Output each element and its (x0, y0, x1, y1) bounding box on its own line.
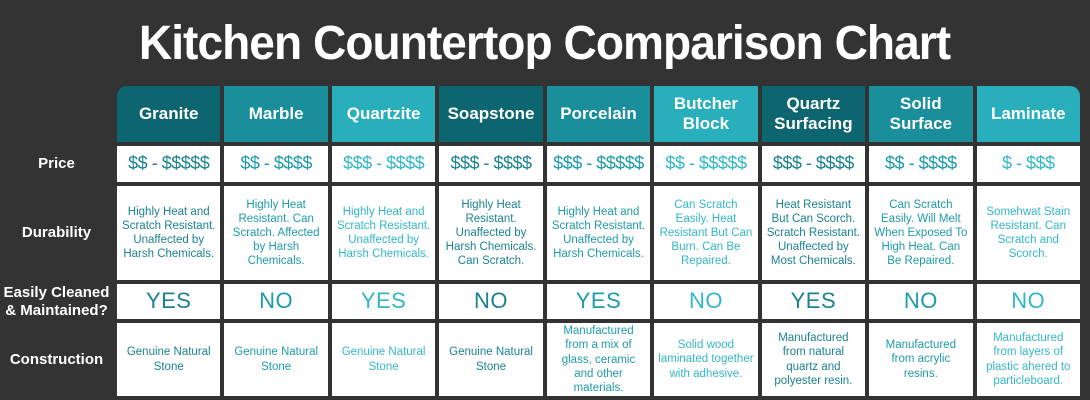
title-bar: Kitchen Countertop Comparison Chart (0, 0, 1090, 86)
cell-granite-price: $$ - $$$$$ (117, 146, 221, 182)
row-label-durability: Durability (21, 224, 92, 241)
cell-butcher-block-durability: Can Scratch Easily. Heat Resistant But C… (654, 186, 758, 280)
row-label-construction: Construction (9, 350, 104, 368)
column-header-laminate: Laminate (976, 86, 1080, 142)
cell-quartz-surfacing-construction: Manufactured from natural quartz and pol… (761, 323, 866, 396)
cell-quartz-surfacing-price: $$$ - $$$$ (761, 146, 866, 182)
column-header-solid-surface: Solid Surface (869, 86, 973, 142)
cell-granite-durability: Highly Heat and Scratch Resistant. Unaff… (117, 186, 221, 280)
cell-soapstone-cleaned: NO (439, 284, 543, 319)
cell-quartzite-price: $$$ - $$$$ (331, 146, 436, 182)
cell-solid-surface-durability: Can Scratch Easily. Will Melt When Expos… (869, 186, 973, 280)
cell-butcher-block-price: $$ - $$$$$ (654, 146, 758, 182)
cell-quartz-surfacing-durability: Heat Resistant But Can Scorch. Scratch R… (761, 186, 866, 280)
row-label-price: Price (38, 155, 75, 172)
cell-laminate-cleaned: NO (976, 284, 1080, 319)
cell-granite-cleaned: YES (117, 284, 221, 319)
column-header-porcelain: Porcelain (546, 86, 651, 142)
cell-marble-construction: Genuine Natural Stone (224, 323, 328, 396)
column-header-quartzite: Quartzite (331, 86, 436, 142)
cell-laminate-durability: Somehwat Stain Resistant. Can Scratch an… (976, 186, 1080, 280)
cell-porcelain-price: $$$ - $$$$$ (546, 146, 651, 182)
column-header-granite: Granite (117, 86, 221, 142)
comparison-table: Granite Marble Quartzite Soapstone Porce… (0, 86, 1080, 396)
cell-porcelain-durability: Highly Heat and Scratch Resistant. Unaff… (546, 186, 651, 280)
cell-quartzite-construction: Genuine Natural Stone (331, 323, 436, 396)
row-label-easily-cleaned-line1: Easily Cleaned (3, 283, 110, 301)
cell-quartzite-cleaned: YES (331, 284, 436, 319)
cell-butcher-block-cleaned: NO (654, 284, 758, 319)
cell-quartzite-durability: Highly Heat and Scratch Resistant. Unaff… (331, 186, 436, 280)
row-label-easily-cleaned: Easily Cleaned & Maintained? (0, 284, 113, 319)
cell-marble-cleaned: NO (224, 284, 328, 319)
column-header-quartz-surfacing: Quartz Surfacing (761, 86, 866, 142)
cell-laminate-price: $ - $$$ (976, 146, 1080, 182)
cell-solid-surface-construction: Manufactured from acrylic resins. (869, 323, 973, 396)
cell-solid-surface-cleaned: NO (869, 284, 973, 319)
page-title: Kitchen Countertop Comparison Chart (139, 16, 951, 70)
cell-soapstone-price: $$$ - $$$$ (439, 146, 543, 182)
column-header-soapstone: Soapstone (439, 86, 543, 142)
cell-quartz-surfacing-cleaned: YES (761, 284, 866, 319)
column-header-marble: Marble (224, 86, 328, 142)
row-label-easily-cleaned-line2: & Maintained? (5, 301, 108, 319)
cell-laminate-construction: Manufactured from layers of plastic aher… (976, 323, 1080, 396)
cell-marble-durability: Highly Heat Resistant. Can Scratch. Affe… (224, 186, 328, 280)
cell-soapstone-durability: Highly Heat Resistant. Unaffected by Har… (439, 186, 543, 280)
cell-marble-price: $$ - $$$$ (224, 146, 328, 182)
cell-porcelain-construction: Manufactured from a mix of glass, cerami… (546, 323, 651, 396)
cell-granite-construction: Genuine Natural Stone (117, 323, 221, 396)
column-header-butcher-block: Butcher Block (654, 86, 758, 142)
cell-butcher-block-construction: Solid wood laminated together with adhes… (654, 323, 758, 396)
cell-porcelain-cleaned: YES (546, 284, 651, 319)
cell-soapstone-construction: Genuine Natural Stone (439, 323, 543, 396)
corner-spacer (0, 86, 113, 142)
cell-solid-surface-price: $$ - $$$$ (869, 146, 973, 182)
